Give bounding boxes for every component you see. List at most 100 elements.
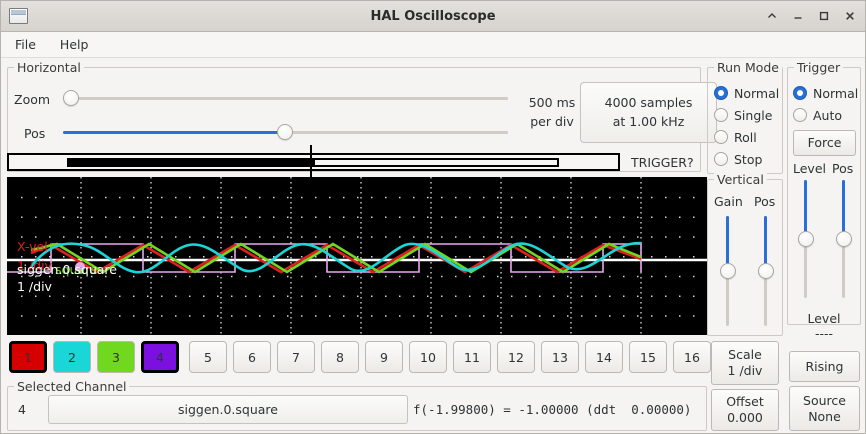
vertical-scale-value: 1 /div xyxy=(727,363,763,378)
channel-2-label: 2 xyxy=(68,349,76,365)
horizontal-legend: Horizontal xyxy=(14,60,84,75)
force-trigger-button[interactable]: Force xyxy=(793,130,856,156)
selected-channel-number: 4 xyxy=(18,402,26,417)
close-button[interactable] xyxy=(844,10,856,22)
channel-button-12[interactable]: 12 xyxy=(497,341,535,373)
channel-button-1[interactable]: 1 xyxy=(9,341,47,373)
scope-canvas xyxy=(7,177,707,335)
vertical-gain-label: Gain xyxy=(714,194,743,209)
trigger-panel: Trigger Normal Auto Force Level Pos xyxy=(787,60,861,325)
horizontal-panel: Horizontal Zoom Pos 500 ms per div 4000 … xyxy=(7,60,717,172)
channel-button-13[interactable]: 13 xyxy=(541,341,579,373)
vertical-legend: Vertical xyxy=(714,172,767,187)
trigger-option-auto[interactable]: Auto xyxy=(793,104,858,126)
trigger-pos-knob[interactable] xyxy=(836,231,852,247)
zoom-slider[interactable] xyxy=(63,90,508,106)
channel-button-3[interactable]: 3 xyxy=(97,341,135,373)
selected-channel-legend: Selected Channel xyxy=(14,379,130,394)
vertical-gain-slider[interactable] xyxy=(720,216,736,326)
selected-channel-signal[interactable]: siggen.0.square xyxy=(48,395,408,424)
window-controls xyxy=(766,10,856,22)
channel-14-label: 14 xyxy=(596,349,612,365)
trigger-source-button[interactable]: Source None xyxy=(789,386,860,431)
channel-button-4[interactable]: 4 xyxy=(141,341,179,373)
run-mode-option-single[interactable]: Single xyxy=(714,104,779,126)
window-title: HAL Oscilloscope xyxy=(370,8,496,24)
run-mode-option-stop[interactable]: Stop xyxy=(714,148,779,170)
run-mode-option-roll[interactable]: Roll xyxy=(714,126,779,148)
timebase-unit: per div xyxy=(530,113,574,129)
horizontal-position-bar[interactable] xyxy=(7,153,620,171)
window-icon xyxy=(9,8,28,24)
channel-8-label: 8 xyxy=(336,349,344,365)
pos-slider-fill xyxy=(63,131,285,134)
zoom-label: Zoom xyxy=(14,92,51,107)
menu-file[interactable]: File xyxy=(15,37,36,52)
channel-7-label: 7 xyxy=(292,349,300,365)
channel-button-9[interactable]: 9 xyxy=(365,341,403,373)
vertical-scale-button[interactable]: Scale 1 /div xyxy=(711,341,779,385)
run-mode-roll-label: Roll xyxy=(734,129,757,145)
channel-3-label: 3 xyxy=(112,349,120,365)
trigger-level-value: ---- xyxy=(814,326,834,341)
zoom-slider-track xyxy=(63,97,508,100)
trigger-level-readout: Level ---- xyxy=(787,311,861,341)
zoom-slider-knob[interactable] xyxy=(63,90,79,106)
vertical-pos-fill xyxy=(764,216,767,271)
vertical-gain-knob[interactable] xyxy=(720,263,736,279)
run-mode-normal-label: Normal xyxy=(734,85,780,101)
channel-button-6[interactable]: 6 xyxy=(233,341,271,373)
pos-slider-knob[interactable] xyxy=(277,124,293,140)
scope-label-xvel-scale: 1 /div xyxy=(17,258,52,273)
position-bar-filled xyxy=(67,158,313,167)
channel-16-label: 16 xyxy=(684,349,700,365)
trigger-option-normal[interactable]: Normal xyxy=(793,82,858,104)
channel-button-10[interactable]: 10 xyxy=(409,341,447,373)
radio-roll-icon xyxy=(714,130,728,144)
run-mode-stop-label: Stop xyxy=(734,151,763,167)
channel-1-label: 1 xyxy=(24,349,32,365)
run-mode-option-normal[interactable]: Normal xyxy=(714,82,779,104)
scope-display[interactable]: X-vel 1 /div square siggen.0.square 1 /d… xyxy=(7,177,707,335)
channel-button-14[interactable]: 14 xyxy=(585,341,623,373)
trigger-status-label: TRIGGER? xyxy=(631,155,694,170)
trigger-edge-button[interactable]: Rising xyxy=(789,351,860,382)
channel-6-label: 6 xyxy=(248,349,256,365)
trigger-normal-label: Normal xyxy=(813,85,859,101)
trigger-level-slider[interactable] xyxy=(798,180,814,298)
trigger-edge-label: Rising xyxy=(805,358,844,374)
channel-10-label: 10 xyxy=(420,349,436,365)
shade-button[interactable] xyxy=(766,10,778,22)
minimize-button[interactable] xyxy=(792,10,804,22)
trigger-pos-slider[interactable] xyxy=(836,180,852,298)
channel-button-15[interactable]: 15 xyxy=(629,341,667,373)
vertical-offset-value: 0.000 xyxy=(727,410,763,425)
trigger-level-knob[interactable] xyxy=(798,231,814,247)
channel-button-7[interactable]: 7 xyxy=(277,341,315,373)
trigger-legend: Trigger xyxy=(794,60,844,75)
force-label: Force xyxy=(807,135,842,151)
vertical-offset-button[interactable]: Offset 0.000 xyxy=(711,389,779,431)
channel-button-2[interactable]: 2 xyxy=(53,341,91,373)
channel-15-label: 15 xyxy=(640,349,656,365)
position-bar-outline xyxy=(313,158,559,167)
channel-button-5[interactable]: 5 xyxy=(189,341,227,373)
maximize-button[interactable] xyxy=(818,10,830,22)
pos-label: Pos xyxy=(24,126,46,141)
channel-button-16[interactable]: 16 xyxy=(673,341,711,373)
timebase-value: 500 ms xyxy=(528,95,576,110)
sample-count: 4000 samples xyxy=(604,95,693,111)
trigger-source-value: None xyxy=(808,408,841,424)
timebase-readout: 500 ms per div xyxy=(522,94,582,132)
sample-rate-box[interactable]: 4000 samples at 1.00 kHz xyxy=(580,82,717,143)
trigger-pos-slider-label: Pos xyxy=(832,161,854,176)
channel-11-label: 11 xyxy=(464,349,480,365)
vertical-pos-knob[interactable] xyxy=(758,263,774,279)
channel-button-11[interactable]: 11 xyxy=(453,341,491,373)
menu-help[interactable]: Help xyxy=(59,37,89,52)
vertical-pos-slider[interactable] xyxy=(758,216,774,326)
scope-label-scale-per-div: 1 /div xyxy=(17,279,52,294)
horizontal-pos-slider[interactable] xyxy=(63,124,508,140)
channel-button-8[interactable]: 8 xyxy=(321,341,359,373)
